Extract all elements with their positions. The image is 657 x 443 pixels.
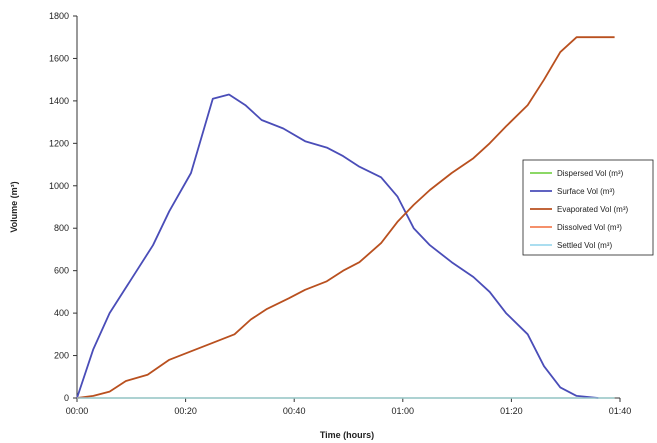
y-tick-label: 1000 [49,181,69,191]
y-tick-label: 0 [64,393,69,403]
x-tick-label: 01:20 [500,406,523,416]
y-tick-label: 1200 [49,138,69,148]
x-tick-label: 00:40 [283,406,306,416]
x-tick-label: 00:20 [174,406,197,416]
series-line-2 [76,36,615,399]
y-axis-title: Volume (m³) [9,181,19,232]
x-tick-label: 01:40 [609,406,632,416]
x-tick-label: 01:00 [392,406,415,416]
axis-tick-marks [73,15,621,402]
y-tick-label: 400 [54,308,69,318]
x-tick-labels: 00:00 00:20 00:40 01:00 01:20 01:40 [66,406,632,416]
legend-label: Settled Vol (m³) [557,241,612,250]
x-axis-title: Time (hours) [320,430,374,440]
y-tick-label: 1400 [49,96,69,106]
y-tick-label: 800 [54,223,69,233]
legend-label: Evaporated Vol (m³) [557,205,628,214]
y-tick-label: 200 [54,351,69,361]
y-tick-labels: 0 200 400 600 800 1000 1200 1400 1600 1800 [49,11,69,403]
x-tick-label: 00:00 [66,406,89,416]
series-lines [76,36,615,399]
y-tick-label: 1800 [49,11,69,21]
y-tick-label: 1600 [49,53,69,63]
y-tick-label: 600 [54,266,69,276]
legend-label: Dispersed Vol (m³) [557,169,624,178]
legend: Dispersed Vol (m³) Surface Vol (m³) Evapor… [522,159,654,256]
legend-label: Surface Vol (m³) [557,187,615,196]
series-line-1 [76,93,599,399]
legend-label: Dissolved Vol (m³) [557,223,622,232]
legend-box [522,159,654,256]
